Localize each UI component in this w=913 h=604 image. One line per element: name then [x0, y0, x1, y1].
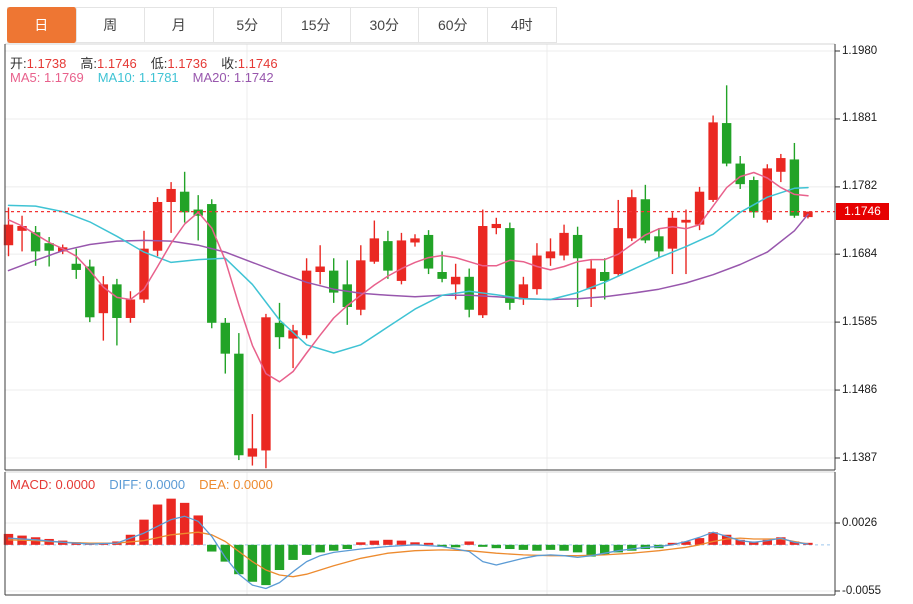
ohlc-low: 低:1.1736 [150, 56, 208, 71]
grid-lines [5, 44, 835, 595]
macd-tick-label: -0.0055 [842, 584, 882, 597]
price-tick-label: 1.1684 [842, 247, 878, 260]
price-tick-label: 1.1585 [842, 315, 878, 328]
tab-day[interactable]: 日 [7, 7, 77, 43]
ohlc-legend: 开:1.1738 高:1.1746 低:1.1736 收:1.1746 [10, 53, 292, 72]
price-tick-label: 1.1980 [842, 44, 878, 57]
ma5-legend-item: MA5: 1.1769 [10, 70, 84, 85]
price-tick-label: 1.1782 [842, 180, 878, 193]
interval-tabbar: 日周月 5分 15分 30分 60分 4时 [7, 7, 557, 43]
ma20-legend-item: MA20: 1.1742 [192, 70, 274, 85]
price-tick-label: 1.1881 [842, 112, 878, 125]
tab-15min[interactable]: 15分 [282, 8, 351, 42]
ma20-line [7, 213, 809, 301]
macd-value: MACD: 0.0000 [10, 477, 96, 492]
macd-legend: MACD: 0.0000 DIFF: 0.0000 DEA: 0.0000 [10, 477, 287, 492]
ohlc-close: 收:1.1746 [221, 56, 278, 71]
ohlc-high: 高:1.1746 [80, 56, 137, 71]
ma-legend: MA5: 1.1769 MA10: 1.1781 MA20: 1.1742 [10, 70, 288, 85]
last-price-badge: 1.1746 [836, 203, 889, 221]
tab-60min[interactable]: 60分 [419, 8, 488, 42]
axis-ticks [835, 50, 840, 592]
tab-week[interactable]: 周 [76, 8, 145, 42]
tab-30min[interactable]: 30分 [350, 8, 419, 42]
ohlc-open: 开:1.1738 [10, 56, 67, 71]
tab-month[interactable]: 月 [145, 8, 214, 42]
tab-4hour[interactable]: 4时 [487, 8, 556, 42]
ma5-line [7, 171, 809, 383]
dea-line [7, 531, 809, 578]
panel-frames [4, 43, 836, 596]
tab-5min[interactable]: 5分 [213, 8, 282, 42]
ma10-line [7, 186, 809, 354]
price-tick-label: 1.1387 [842, 451, 878, 464]
diff-value: DIFF: 0.0000 [109, 477, 186, 492]
dea-value: DEA: 0.0000 [199, 477, 273, 492]
diff-line [7, 515, 809, 590]
price-tick-label: 1.1486 [842, 383, 878, 396]
candles [3, 85, 813, 469]
macd-tick-label: 0.0026 [842, 516, 878, 529]
ma10-legend-item: MA10: 1.1781 [97, 70, 179, 85]
macd-histogram [3, 498, 813, 586]
